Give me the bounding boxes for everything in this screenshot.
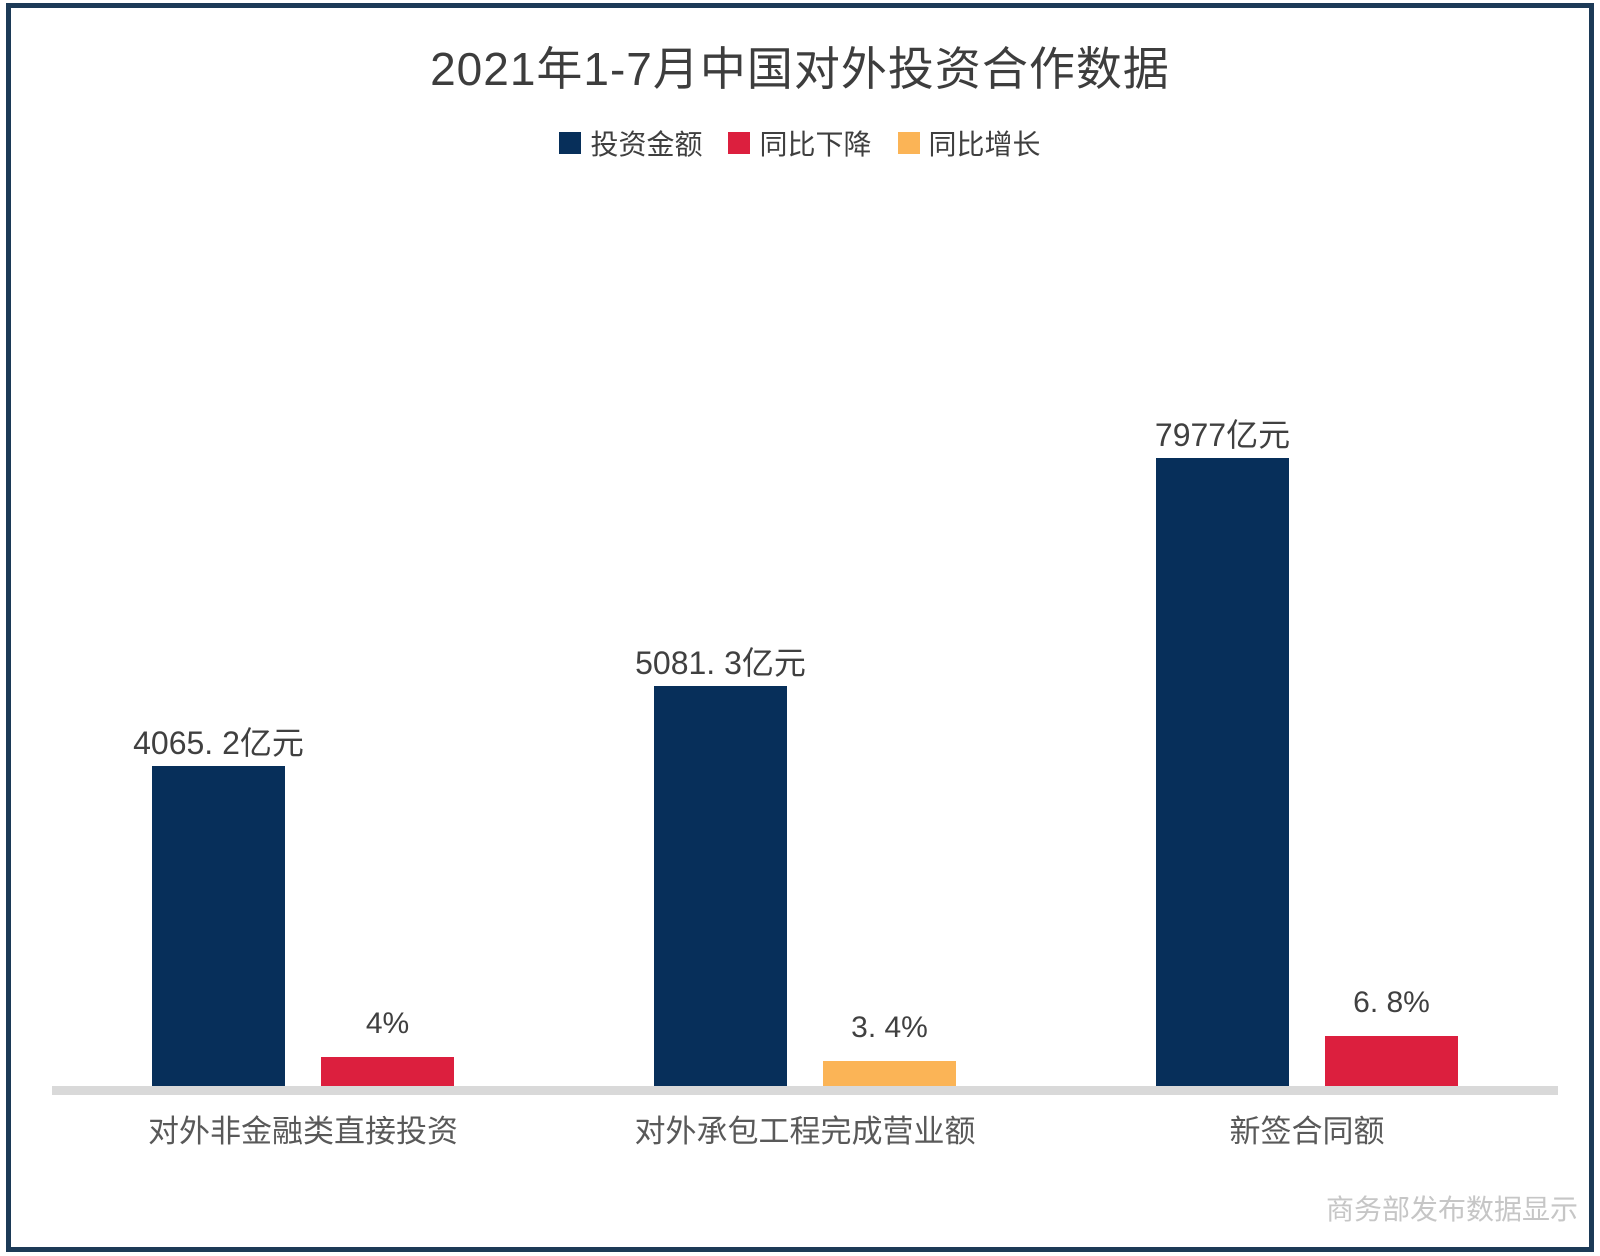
amount-bar xyxy=(1156,458,1289,1086)
legend-swatch-icon xyxy=(728,132,751,154)
amount-value-label: 7977亿元 xyxy=(1154,417,1291,453)
legend-item: 同比下降 xyxy=(728,123,872,163)
change-bar xyxy=(321,1057,454,1086)
source-note: 商务部发布数据显示 xyxy=(1325,1194,1578,1225)
change-bar xyxy=(1325,1036,1458,1086)
legend-item: 同比增长 xyxy=(897,123,1041,163)
legend-label: 同比增长 xyxy=(928,129,1041,160)
change-value-label: 6. 8% xyxy=(1353,986,1430,1019)
legend-item: 投资金额 xyxy=(559,123,702,163)
change-value-label: 3. 4% xyxy=(851,1011,928,1044)
change-bar xyxy=(823,1061,956,1086)
category-label: 对外非金融类直接投资 xyxy=(148,1114,458,1149)
chart-title: 2021年1-7月中国对外投资合作数据 xyxy=(430,43,1170,95)
amount-bar xyxy=(654,686,787,1086)
legend: 投资金额 同比下降 同比增长 xyxy=(0,123,1600,163)
legend-swatch-icon xyxy=(897,132,920,154)
change-value-label: 4% xyxy=(365,1007,410,1040)
category-label: 新签合同额 xyxy=(1229,1114,1385,1149)
legend-label: 投资金额 xyxy=(590,129,703,160)
category-label: 对外承包工程完成营业额 xyxy=(634,1114,976,1149)
legend-swatch-icon xyxy=(559,132,582,154)
x-axis-line xyxy=(52,1086,1558,1095)
amount-value-label: 4065. 2亿元 xyxy=(133,725,304,761)
amount-bar xyxy=(152,766,285,1086)
legend-label: 同比下降 xyxy=(759,129,872,160)
amount-value-label: 5081. 3亿元 xyxy=(635,645,806,681)
